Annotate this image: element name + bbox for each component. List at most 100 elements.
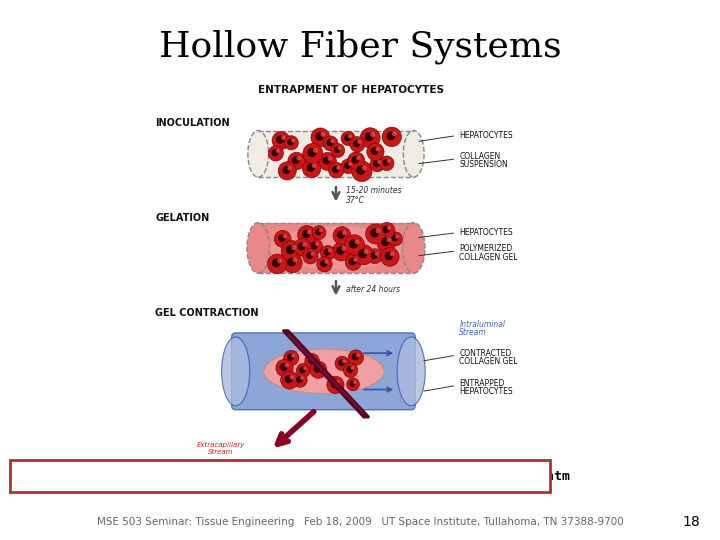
Ellipse shape [397,337,426,406]
Circle shape [327,140,333,146]
Circle shape [375,253,378,255]
Circle shape [298,243,305,250]
Circle shape [370,157,384,172]
Circle shape [293,258,297,262]
Circle shape [297,157,300,160]
Circle shape [364,250,368,254]
Circle shape [343,360,345,362]
Text: Extracapillary
Stream: Extracapillary Stream [197,442,245,455]
Circle shape [321,133,325,136]
Circle shape [314,148,318,152]
Circle shape [347,367,353,372]
FancyBboxPatch shape [232,333,415,410]
Bar [258,131,414,177]
Circle shape [334,147,340,152]
Circle shape [276,136,284,143]
Circle shape [283,166,289,173]
Circle shape [337,166,340,169]
Circle shape [312,226,326,240]
Circle shape [304,367,306,369]
Circle shape [311,128,330,147]
Circle shape [333,227,351,245]
Circle shape [281,371,299,389]
Text: HEPATOCYTES: HEPATOCYTES [459,131,513,140]
Circle shape [385,252,392,260]
Circle shape [285,376,292,382]
Text: 18: 18 [683,515,700,529]
Circle shape [354,258,357,261]
Text: COLLAGEN: COLLAGEN [459,152,500,161]
Circle shape [297,363,310,377]
Circle shape [292,139,294,142]
Text: Stream: Stream [459,328,487,338]
Circle shape [342,247,346,251]
Circle shape [301,377,303,379]
Text: SUSPENSION: SUSPENSION [459,160,508,170]
Circle shape [269,146,284,161]
Circle shape [292,157,299,164]
Circle shape [390,252,394,256]
Circle shape [302,159,321,178]
Circle shape [349,258,356,265]
Circle shape [379,222,395,239]
Circle shape [371,133,374,137]
Circle shape [367,249,382,264]
Ellipse shape [247,222,269,273]
Text: Courtesy: http://hugroup.cems.umn.edu/Research/bal/BAL-howitworks.htm: Courtesy: http://hugroup.cems.umn.edu/Re… [18,469,570,483]
Circle shape [282,136,285,139]
Circle shape [377,233,396,252]
Circle shape [284,350,299,366]
Circle shape [293,373,307,387]
Circle shape [396,235,398,238]
Circle shape [310,361,327,378]
Text: GEL CONTRACTION: GEL CONTRACTION [156,308,259,318]
Circle shape [311,242,318,248]
Circle shape [356,354,359,356]
Circle shape [330,144,345,158]
Circle shape [307,239,323,254]
Circle shape [351,367,354,369]
Circle shape [365,133,373,140]
Circle shape [363,166,366,170]
Circle shape [351,161,372,181]
Circle shape [272,150,278,156]
Circle shape [328,157,331,160]
Circle shape [309,357,314,363]
Circle shape [345,163,350,168]
Circle shape [348,350,364,365]
Circle shape [288,152,305,170]
Circle shape [302,231,310,238]
Circle shape [312,357,315,360]
Circle shape [303,144,323,164]
Circle shape [303,243,306,246]
Circle shape [273,259,280,267]
Text: MSE 503 Seminar: Tissue Engineering   Feb 18, 2009   UT Space Institute, Tullaho: MSE 503 Seminar: Tissue Engineering Feb … [96,517,624,527]
Circle shape [283,235,287,238]
Circle shape [354,140,359,146]
Circle shape [319,366,322,369]
Circle shape [332,242,351,261]
Circle shape [354,245,374,265]
Circle shape [372,253,377,258]
Circle shape [318,152,336,171]
Circle shape [346,254,361,271]
Circle shape [376,147,379,151]
Text: HEPATOCYTES: HEPATOCYTES [459,228,513,237]
Circle shape [324,249,330,255]
Circle shape [274,231,291,247]
Circle shape [350,240,357,248]
Circle shape [350,381,355,386]
Circle shape [283,253,302,273]
Circle shape [348,163,351,165]
Circle shape [343,363,358,377]
Circle shape [311,253,314,255]
Circle shape [392,132,396,136]
Circle shape [389,232,402,246]
Circle shape [303,248,318,264]
Text: COLLAGEN GEL: COLLAGEN GEL [459,253,518,261]
Circle shape [290,376,294,379]
Circle shape [307,231,311,234]
Circle shape [325,260,328,264]
Circle shape [354,381,356,383]
Text: CONTRACTED: CONTRACTED [459,349,511,357]
